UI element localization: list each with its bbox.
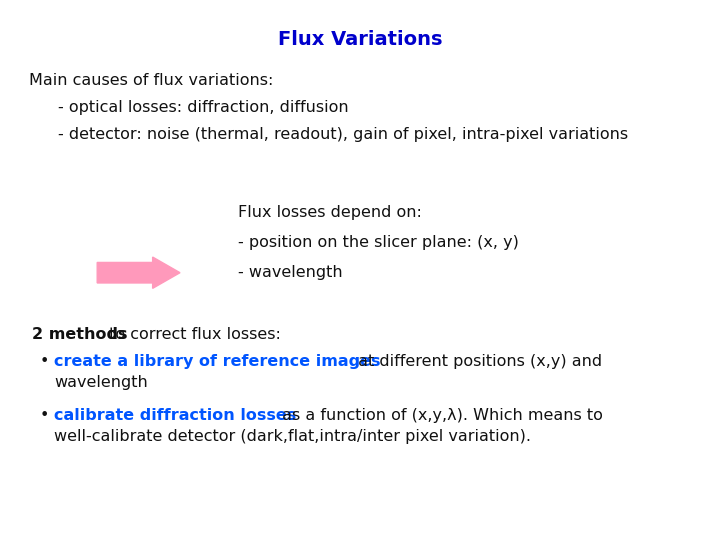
Text: - optical losses: diffraction, diffusion: - optical losses: diffraction, diffusion	[58, 100, 348, 115]
Text: - position on the slicer plane: (x, y): - position on the slicer plane: (x, y)	[238, 235, 518, 250]
Text: Main causes of flux variations:: Main causes of flux variations:	[29, 73, 273, 88]
Text: •: •	[40, 408, 49, 423]
Text: well-calibrate detector (dark,flat,intra/inter pixel variation).: well-calibrate detector (dark,flat,intra…	[54, 429, 531, 444]
Text: Flux Variations: Flux Variations	[278, 30, 442, 49]
Text: create a library of reference images: create a library of reference images	[54, 354, 380, 369]
Text: to correct flux losses:: to correct flux losses:	[104, 327, 282, 342]
Text: calibrate diffraction losses: calibrate diffraction losses	[54, 408, 296, 423]
Text: - detector: noise (thermal, readout), gain of pixel, intra-pixel variations: - detector: noise (thermal, readout), ga…	[58, 127, 628, 142]
Text: - wavelength: - wavelength	[238, 265, 342, 280]
Text: wavelength: wavelength	[54, 375, 148, 390]
Text: 2 methods: 2 methods	[32, 327, 128, 342]
Text: Flux losses depend on:: Flux losses depend on:	[238, 205, 421, 220]
Text: at different positions (x,y) and: at different positions (x,y) and	[353, 354, 602, 369]
Text: as a function of (x,y,λ). Which means to: as a function of (x,y,λ). Which means to	[277, 408, 603, 423]
FancyArrow shape	[97, 257, 180, 288]
Text: •: •	[40, 354, 49, 369]
